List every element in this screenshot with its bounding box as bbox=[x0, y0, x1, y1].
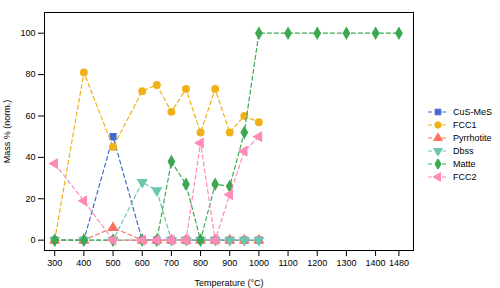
html-text:Dbss: Dbss bbox=[453, 145, 474, 156]
html-text:Pyrrhotite: Pyrrhotite bbox=[453, 132, 492, 143]
svg-text:1480: 1480 bbox=[389, 258, 409, 268]
svg-text:700: 700 bbox=[164, 258, 179, 268]
svg-text:1400: 1400 bbox=[366, 258, 386, 268]
svg-text:1000: 1000 bbox=[249, 258, 269, 268]
svg-text:40: 40 bbox=[25, 152, 35, 162]
svg-text:1200: 1200 bbox=[307, 258, 327, 268]
svg-text:800: 800 bbox=[193, 258, 208, 268]
svg-text:1100: 1100 bbox=[278, 258, 297, 268]
svg-text:100: 100 bbox=[20, 28, 35, 38]
svg-text:600: 600 bbox=[135, 258, 150, 268]
html-text:FCC2: FCC2 bbox=[453, 171, 477, 182]
html-text:FCC1: FCC1 bbox=[453, 119, 477, 130]
svg-text:Temperature (°C): Temperature (°C) bbox=[194, 278, 263, 288]
svg-text:20: 20 bbox=[25, 194, 35, 204]
svg-text:60: 60 bbox=[25, 111, 35, 121]
svg-text:400: 400 bbox=[76, 258, 91, 268]
svg-text:Mass % (norm.): Mass % (norm.) bbox=[2, 100, 12, 164]
svg-text:1300: 1300 bbox=[336, 258, 356, 268]
svg-text:0: 0 bbox=[30, 235, 35, 245]
svg-text:300: 300 bbox=[47, 258, 62, 268]
html-text:Matte: Matte bbox=[453, 158, 476, 169]
svg-text:80: 80 bbox=[25, 69, 35, 79]
svg-text:500: 500 bbox=[106, 258, 121, 268]
html-text:CuS-MeS: CuS-MeS bbox=[453, 106, 492, 117]
svg-text:900: 900 bbox=[222, 258, 237, 268]
